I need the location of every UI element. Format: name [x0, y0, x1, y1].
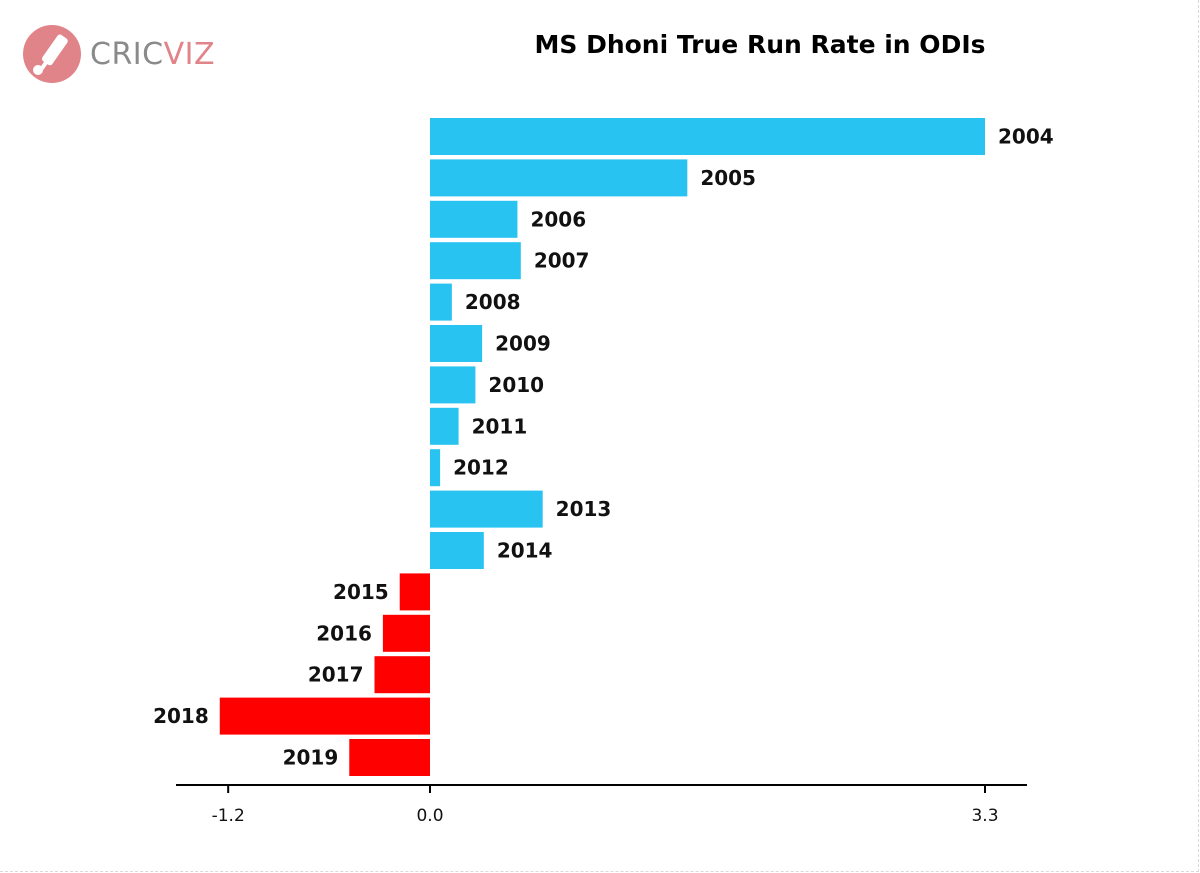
bar-2008	[430, 283, 452, 321]
bar-2016	[382, 614, 430, 652]
bar-2006	[430, 200, 518, 238]
x-tick-label--1.2: -1.2	[212, 806, 245, 826]
bar-label-2012: 2012	[453, 456, 509, 480]
bar-2010	[430, 366, 476, 404]
x-tick-label-3.3: 3.3	[971, 806, 998, 826]
cricket-bat-ball-icon	[23, 25, 81, 83]
bar-2007	[430, 242, 521, 280]
bar-label-2016: 2016	[316, 621, 372, 645]
cricviz-logo: CRICVIZ	[22, 22, 215, 86]
bar-label-2019: 2019	[283, 746, 339, 770]
bar-label-2017: 2017	[308, 663, 364, 687]
chart-title: MS Dhoni True Run Rate in ODIs	[534, 30, 986, 59]
bar-2019	[349, 739, 430, 776]
bar-2005	[430, 159, 688, 197]
logo-wordmark: CRICVIZ	[90, 37, 215, 72]
bar-label-2010: 2010	[488, 373, 544, 397]
bar-2013	[430, 490, 543, 528]
bar-label-2004: 2004	[998, 125, 1054, 149]
bar-2011	[430, 407, 459, 445]
bar-label-2005: 2005	[700, 166, 756, 190]
bar-2018	[219, 697, 430, 735]
bar-label-2011: 2011	[472, 414, 528, 438]
bar-label-2008: 2008	[465, 290, 521, 314]
bar-2014	[430, 532, 484, 569]
bar-label-2007: 2007	[534, 249, 590, 273]
bar-label-2009: 2009	[495, 332, 551, 356]
bar-2017	[374, 656, 430, 694]
x-tick-label-0.0: 0.0	[416, 806, 443, 826]
bar-label-2006: 2006	[530, 207, 586, 231]
bar-2015	[399, 573, 430, 611]
logo-text-cric: CRIC	[90, 36, 164, 72]
bar-label-2015: 2015	[333, 580, 389, 604]
bar-label-2018: 2018	[153, 704, 209, 728]
logo-text-viz: VIZ	[163, 36, 216, 72]
bar-2009	[430, 325, 483, 362]
bar-label-2014: 2014	[497, 539, 553, 563]
bar-label-2013: 2013	[556, 497, 612, 521]
bar-2004	[430, 118, 985, 155]
bar-2012	[430, 449, 441, 487]
